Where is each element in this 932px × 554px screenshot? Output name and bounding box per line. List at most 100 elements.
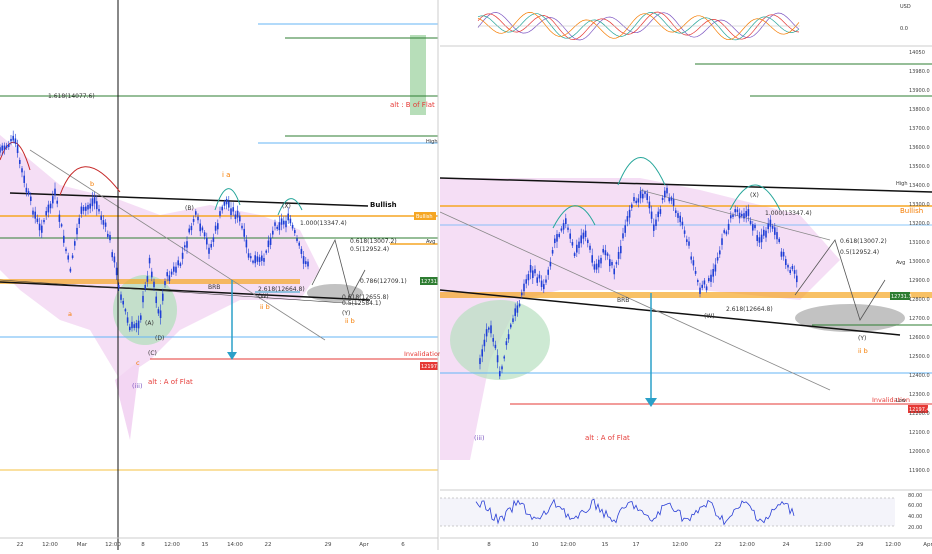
candle-body <box>562 223 565 230</box>
candle-body <box>615 262 618 265</box>
candle-body <box>1 145 3 151</box>
candle-body <box>153 281 155 288</box>
y-tick-label: 12000.0 <box>909 449 930 455</box>
candle-body <box>644 191 646 194</box>
left-candles <box>0 130 309 336</box>
candle-body <box>780 251 783 257</box>
candle-body <box>556 234 558 242</box>
candle-body <box>745 211 747 217</box>
candle-body <box>529 265 532 273</box>
candle-body <box>32 210 34 215</box>
candle-body <box>686 239 688 242</box>
rsi-line <box>475 498 795 526</box>
candle-body <box>569 233 571 239</box>
candle-body <box>111 252 113 258</box>
candle-body <box>514 308 516 317</box>
candle-body <box>774 227 776 235</box>
candle-body <box>560 228 563 231</box>
invalidation-label: Invalidation <box>872 396 910 404</box>
candle-body <box>769 219 772 227</box>
candle-body <box>771 225 774 229</box>
teal-arc-2 <box>552 205 596 229</box>
teal-arc-2 <box>277 198 303 216</box>
candle-body <box>525 279 527 284</box>
candle-body <box>107 233 109 237</box>
x-tick-label: 12:00 <box>672 542 688 548</box>
wave-Y-label: (Y) <box>858 335 866 342</box>
wave-iii-label: (iii) <box>132 382 143 390</box>
brb-label: BRB <box>617 297 629 304</box>
candle-body <box>67 255 69 260</box>
candle-body <box>543 284 545 290</box>
left-chart[interactable]: 1.618(14077.6) Bullish alt : B of Flat a… <box>0 0 462 550</box>
upper-trendline <box>9 192 369 207</box>
candle-body <box>225 199 228 205</box>
candle-body <box>148 257 151 264</box>
last-price-value: 12731.3 <box>891 294 912 300</box>
candle-body <box>600 257 602 264</box>
candle-body <box>43 220 45 223</box>
candle-body <box>523 283 525 292</box>
candle-body <box>144 284 146 290</box>
candle-body <box>734 209 736 213</box>
candle-body <box>65 248 67 252</box>
candle-body <box>758 237 761 243</box>
fib-1000-label: 1.000(13347.4) <box>765 210 812 217</box>
candle-body <box>598 259 600 268</box>
candle-body <box>558 233 560 237</box>
candle-body <box>551 250 554 254</box>
oscillator-line <box>477 12 800 41</box>
y-tick-label: 14050 <box>909 50 925 56</box>
candle-body <box>214 225 217 231</box>
candle-body <box>76 227 78 235</box>
y-tick-label: 11900.0 <box>909 468 930 474</box>
bullish-line-label: Bullish <box>370 201 397 209</box>
y-tick-label: 12300.0 <box>909 392 930 398</box>
candle-body <box>100 215 102 220</box>
candle-body <box>140 315 142 320</box>
candle-body <box>80 206 83 214</box>
candle-body <box>25 187 28 193</box>
candle-body <box>291 224 294 229</box>
candle-body <box>135 322 138 328</box>
candle-body <box>129 326 131 331</box>
candle-body <box>203 232 206 237</box>
candle-body <box>547 269 549 275</box>
right-chart[interactable]: Bullish alt : A of Flat Invalidation BRB… <box>439 48 932 490</box>
candle-body <box>787 264 789 268</box>
y-tick-label: 12800.0 <box>909 297 930 303</box>
top-oscillator[interactable]: USD 0.0 <box>440 0 932 47</box>
candle-body <box>736 209 739 213</box>
candle-body <box>82 206 85 211</box>
candle-body <box>300 248 303 254</box>
x-tick-label: 10 <box>532 542 539 548</box>
candle-body <box>545 279 547 283</box>
y-tick-label: 12900.0 <box>909 278 930 284</box>
candle-body <box>179 263 182 266</box>
right-y-ticks: 14050 13980.0 13900.0 13800.0 13700.0 13600.0… <box>909 50 930 474</box>
candle-body <box>582 232 585 239</box>
candle-body <box>521 292 523 296</box>
x-tick-label: 22 <box>265 542 272 548</box>
candle-body <box>587 239 589 244</box>
candle-body <box>78 218 80 225</box>
wave-a-label: a <box>68 310 72 318</box>
candle-body <box>591 255 593 263</box>
candle-body <box>5 145 8 149</box>
candle-body <box>576 244 578 253</box>
candle-body <box>230 208 232 216</box>
candle-body <box>38 223 41 231</box>
low-tag-label: Low <box>896 398 906 404</box>
candle-body <box>571 242 574 246</box>
y-tick-label: 13800.0 <box>909 107 930 113</box>
alt-a-flat-label: alt : A of Flat <box>585 434 630 442</box>
candle-body <box>710 274 712 282</box>
candle-body <box>283 220 285 225</box>
y-tick-label: 13980.0 <box>909 69 930 75</box>
rsi-panel[interactable]: 80.00 60.00 40.00 20.00 8 10 12:00 15 17 12:00 22… <box>440 489 932 548</box>
candle-body <box>620 245 622 254</box>
candle-body <box>190 225 193 231</box>
candle-body <box>538 274 541 279</box>
candle-body <box>278 222 281 231</box>
